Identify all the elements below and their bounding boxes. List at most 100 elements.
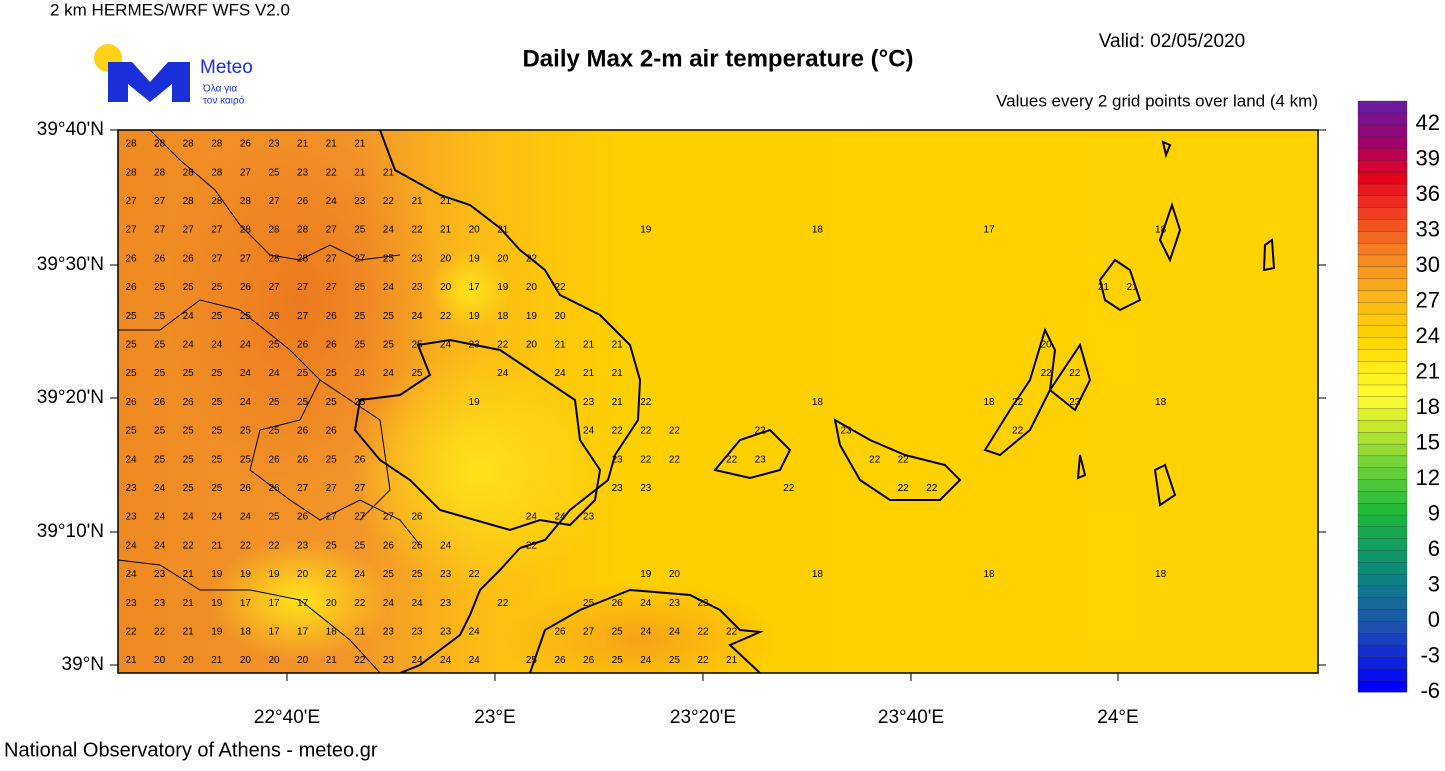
grid-value: 26 xyxy=(326,311,338,322)
colorbar-label: 6 xyxy=(1428,536,1440,561)
grid-value: 26 xyxy=(125,397,137,408)
grid-value: 25 xyxy=(354,540,366,551)
colorbar-cell xyxy=(1357,408,1408,421)
grid-value: 24 xyxy=(154,483,166,494)
grid-value: 25 xyxy=(240,454,252,465)
grid-value: 22 xyxy=(612,426,624,437)
grid-value: 28 xyxy=(183,196,195,207)
lon-label: 23°20'E xyxy=(670,707,736,728)
grid-value: 26 xyxy=(583,655,595,666)
colorbar-cell xyxy=(1357,301,1408,315)
colorbar-cell xyxy=(1357,148,1408,161)
lon-label: 23°E xyxy=(474,707,515,728)
grid-value: 22 xyxy=(497,340,509,351)
grid-value: 24 xyxy=(383,598,395,609)
colorbar-cell xyxy=(1357,632,1408,646)
grid-value: 24 xyxy=(154,540,166,551)
colorbar-cell xyxy=(1357,644,1408,657)
grid-value: 19 xyxy=(211,569,223,580)
grid-value: 24 xyxy=(183,340,195,351)
grid-value: 28 xyxy=(211,167,223,178)
grid-value: 24 xyxy=(497,368,509,379)
grid-value: 25 xyxy=(268,512,280,523)
grid-value: 18 xyxy=(812,569,824,580)
logo-tagline: τον καιρό xyxy=(203,95,245,107)
grid-value: 21 xyxy=(354,627,366,638)
grid-value: 25 xyxy=(326,397,338,408)
colorbar-cell xyxy=(1357,561,1408,575)
grid-value: 25 xyxy=(211,426,223,437)
valid-date: Valid: 02/05/2020 xyxy=(1099,31,1246,52)
grid-value: 22 xyxy=(669,426,681,437)
title: Daily Max 2-m air temperature (°C) xyxy=(522,45,913,72)
grid-value: 22 xyxy=(268,540,280,551)
grid-value: 22 xyxy=(783,483,795,494)
colorbar-cell xyxy=(1357,266,1408,279)
grid-value: 22 xyxy=(554,282,566,293)
grid-value: 26 xyxy=(326,340,338,351)
grid-value: 20 xyxy=(268,655,280,666)
grid-value: 23 xyxy=(669,598,681,609)
grid-value: 18 xyxy=(983,569,995,580)
grid-value: 22 xyxy=(726,454,738,465)
grid-value: 23 xyxy=(612,483,624,494)
colorbar-cell xyxy=(1357,597,1408,610)
grid-value: 27 xyxy=(154,225,166,236)
logo-m xyxy=(108,62,190,102)
logo: Meteo Όλα για τον καιρό xyxy=(94,44,253,107)
colorbar-label: 24 xyxy=(1416,323,1440,348)
grid-value: 18 xyxy=(1155,569,1167,580)
map-frame xyxy=(117,129,1319,674)
colorbar-cell xyxy=(1357,609,1408,622)
grid-value: 26 xyxy=(383,540,395,551)
colorbar-cell xyxy=(1357,242,1408,256)
lat-label: 39°40'N xyxy=(37,119,104,140)
grid-value: 25 xyxy=(211,282,223,293)
colorbar-cell xyxy=(1357,254,1408,267)
grid-value: 21 xyxy=(583,368,595,379)
grid-value: 18 xyxy=(240,627,252,638)
grid-value: 17 xyxy=(240,598,252,609)
colorbar-cell xyxy=(1357,195,1408,208)
grid-value: 22 xyxy=(640,426,652,437)
grid-value: 23 xyxy=(297,540,309,551)
grid-value: 22 xyxy=(1041,368,1053,379)
colorbar-label: 0 xyxy=(1428,607,1440,632)
grid-value: 27 xyxy=(125,225,137,236)
grid-value: 24 xyxy=(526,512,538,523)
grid-value: 25 xyxy=(154,454,166,465)
grid-value: 17 xyxy=(297,598,309,609)
grid-value: 27 xyxy=(354,512,366,523)
grid-value: 20 xyxy=(326,598,338,609)
grid-value: 28 xyxy=(154,167,166,178)
grid-value: 24 xyxy=(583,426,595,437)
grid-values: 28 28 28 28 26 23 21 21 21 28 28 28 28 27 25 23 22 21 21 27… xyxy=(125,139,1166,667)
grid-value: 18 xyxy=(983,397,995,408)
grid-value: 25 xyxy=(154,368,166,379)
grid-value: 22 xyxy=(354,655,366,666)
grid-value: 20 xyxy=(526,282,538,293)
grid-value: 19 xyxy=(240,569,252,580)
grid-value: 26 xyxy=(125,253,137,264)
grid-value: 21 xyxy=(183,569,195,580)
grid-value: 20 xyxy=(469,225,481,236)
colorbar-cell xyxy=(1357,526,1408,539)
grid-value: 25 xyxy=(211,397,223,408)
grid-value: 21 xyxy=(183,627,195,638)
colorbar-cell xyxy=(1357,479,1408,492)
grid-value: 22 xyxy=(326,569,338,580)
grid-value: 22 xyxy=(640,397,652,408)
grid-value: 24 xyxy=(383,282,395,293)
model-label: 2 km HERMES/WRF WFS V2.0 xyxy=(50,0,290,19)
colorbar-cell xyxy=(1357,668,1408,681)
colorbar-label: 15 xyxy=(1416,429,1440,454)
lat-label: 39°30'N xyxy=(37,254,104,275)
grid-value: 25 xyxy=(183,454,195,465)
grid-value: 27 xyxy=(211,225,223,236)
grid-value: 22 xyxy=(411,225,423,236)
grid-value: 19 xyxy=(469,397,481,408)
grid-value: 27 xyxy=(583,627,595,638)
grid-value: 26 xyxy=(297,340,309,351)
colorbar-label: -6 xyxy=(1420,678,1440,703)
